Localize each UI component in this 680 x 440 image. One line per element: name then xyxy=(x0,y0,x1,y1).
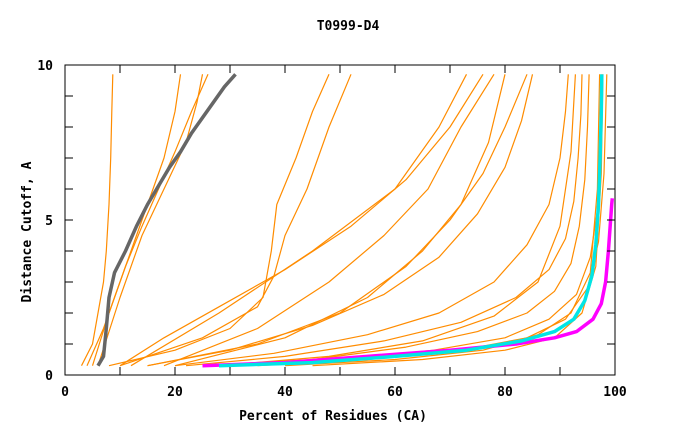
series-line-cyan-model xyxy=(218,74,604,368)
y-tick-label: 10 xyxy=(37,59,53,74)
plot-frame xyxy=(64,64,616,376)
x-tick-label: 60 xyxy=(387,385,403,400)
chart-title: T0999-D4 xyxy=(317,19,380,34)
series-line-orange-model-q xyxy=(284,74,601,367)
x-tick-label: 20 xyxy=(167,385,183,400)
y-tick-label: 5 xyxy=(45,214,53,229)
series-line-orange-model-n xyxy=(174,74,569,367)
x-axis-label: Percent of Residues (CA) xyxy=(239,409,427,424)
y-axis-label: Distance Cutoff, A xyxy=(20,161,35,302)
plot-area: 0 20 40 60 80 100 0 5 10 xyxy=(37,59,627,400)
series-line-orange-model-i xyxy=(130,74,468,367)
series-line-orange-model-h xyxy=(174,74,506,367)
x-tick-label: 40 xyxy=(277,385,293,400)
ticks-layer: 0 20 40 60 80 100 0 5 10 xyxy=(37,59,627,400)
x-tick-label: 0 xyxy=(61,385,69,400)
series-line-orange-model-a xyxy=(80,74,114,366)
series-line-orange-model-j xyxy=(163,73,495,367)
series-line-orange-model-l xyxy=(185,74,583,367)
series-line-orange-model-g xyxy=(147,74,528,367)
series-layer xyxy=(80,73,615,368)
y-tick-label: 0 xyxy=(45,369,53,384)
series-line-dark-gray-model xyxy=(96,73,237,367)
series-line-orange-model-p xyxy=(147,74,534,367)
series-line-orange-model-e xyxy=(108,74,330,367)
series-line-magenta-model xyxy=(202,198,615,368)
series-line-orange-model-r xyxy=(218,74,576,367)
x-tick-label: 100 xyxy=(603,385,627,400)
series-line-orange-model-s xyxy=(119,73,484,367)
series-line-orange-model-d xyxy=(97,74,204,366)
series-line-orange-model-k xyxy=(202,74,590,367)
series-line-orange-model-f xyxy=(119,74,352,367)
x-tick-label: 80 xyxy=(497,385,513,400)
